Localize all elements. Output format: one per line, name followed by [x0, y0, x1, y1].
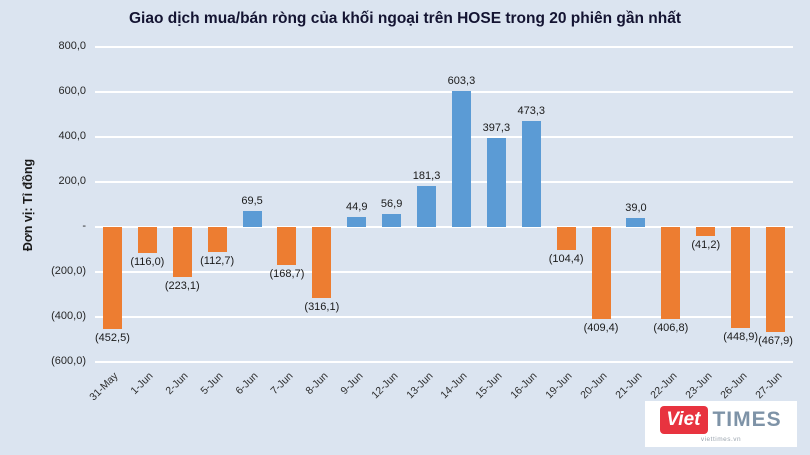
- bar-value-label: (104,4): [548, 253, 584, 266]
- bar-7-Jun: [277, 227, 297, 265]
- bar-value-label: 56,9: [380, 198, 403, 211]
- bar-23-Jun: [696, 227, 716, 237]
- logo-viet-badge: Viet: [660, 405, 709, 434]
- gridline: [95, 226, 793, 228]
- y-tick-label: 400,0: [58, 130, 86, 142]
- bar-value-label: (406,8): [653, 321, 689, 334]
- bar-value-label: 473,3: [517, 104, 546, 117]
- y-tick-label: (400,0): [51, 310, 86, 322]
- bar-value-label: 39,0: [625, 202, 647, 215]
- bar-value-label: (409,4): [583, 322, 619, 335]
- y-tick-label: (200,0): [51, 265, 86, 277]
- bar-9-Jun: [347, 216, 367, 227]
- bar-31-May: [102, 227, 122, 329]
- viettimes-logo: Viet TIMES viettimes.vn: [645, 401, 797, 447]
- bar-value-label: (316,1): [304, 301, 340, 314]
- y-tick-label: (600,0): [51, 355, 86, 367]
- y-tick-label: 200,0: [58, 175, 86, 187]
- bar-value-label: (467,9): [758, 335, 793, 348]
- y-tick-label: -: [82, 220, 86, 232]
- bar-22-Jun: [661, 227, 681, 319]
- gridline: [95, 361, 793, 363]
- logo-wordmark: Viet TIMES: [660, 405, 782, 434]
- bar-5-Jun: [207, 227, 227, 253]
- bar-value-label: (223,1): [164, 280, 200, 293]
- y-tick-label: 800,0: [58, 40, 86, 52]
- bar-15-Jun: [486, 137, 506, 227]
- bar-value-label: 603,3: [447, 75, 476, 88]
- bar-27-Jun: [766, 227, 786, 333]
- gridline: [95, 316, 793, 318]
- bar-value-label: (116,0): [130, 256, 165, 269]
- bar-8-Jun: [312, 227, 332, 299]
- y-tick-label: 600,0: [58, 85, 86, 97]
- bar-value-label: 69,5: [241, 195, 263, 208]
- bar-2-Jun: [172, 227, 192, 278]
- bar-value-label: 44,9: [346, 200, 368, 213]
- plot-area: (452,5) 31-May (116,0) 1-Jun (223,1) 2-Jun (11…: [88, 46, 793, 403]
- logo-times-text: TIMES: [712, 408, 782, 431]
- bar-16-Jun: [521, 120, 541, 227]
- y-axis-unit-label: Đơn vị: Tỉ đồng: [21, 158, 35, 252]
- gridline: [95, 271, 793, 273]
- bar-14-Jun: [451, 91, 471, 227]
- logo-tagline: viettimes.vn: [700, 435, 742, 443]
- bar-value-label: (41,2): [691, 239, 721, 252]
- bar-value-label: (452,5): [95, 331, 130, 344]
- gridline: [95, 46, 793, 48]
- bar-value-label: (168,7): [269, 267, 305, 280]
- bar-value-label: (448,9): [723, 331, 759, 343]
- bar-value-label: 181,3: [412, 170, 441, 183]
- bar-19-Jun: [556, 227, 576, 251]
- gridline: [95, 91, 793, 93]
- gridline: [95, 136, 793, 138]
- bar-26-Jun: [731, 227, 751, 328]
- bar-1-Jun: [137, 227, 157, 254]
- bar-12-Jun: [382, 214, 402, 227]
- bar-value-label: (112,7): [200, 255, 235, 268]
- bar-6-Jun: [242, 211, 262, 227]
- gridline: [95, 181, 793, 183]
- bar-21-Jun: [626, 218, 646, 227]
- bar-value-label: 397,3: [482, 121, 511, 134]
- chart-title: Giao dịch mua/bán ròng của khối ngoại tr…: [128, 10, 682, 27]
- bar-20-Jun: [591, 227, 611, 320]
- bar-13-Jun: [417, 186, 437, 227]
